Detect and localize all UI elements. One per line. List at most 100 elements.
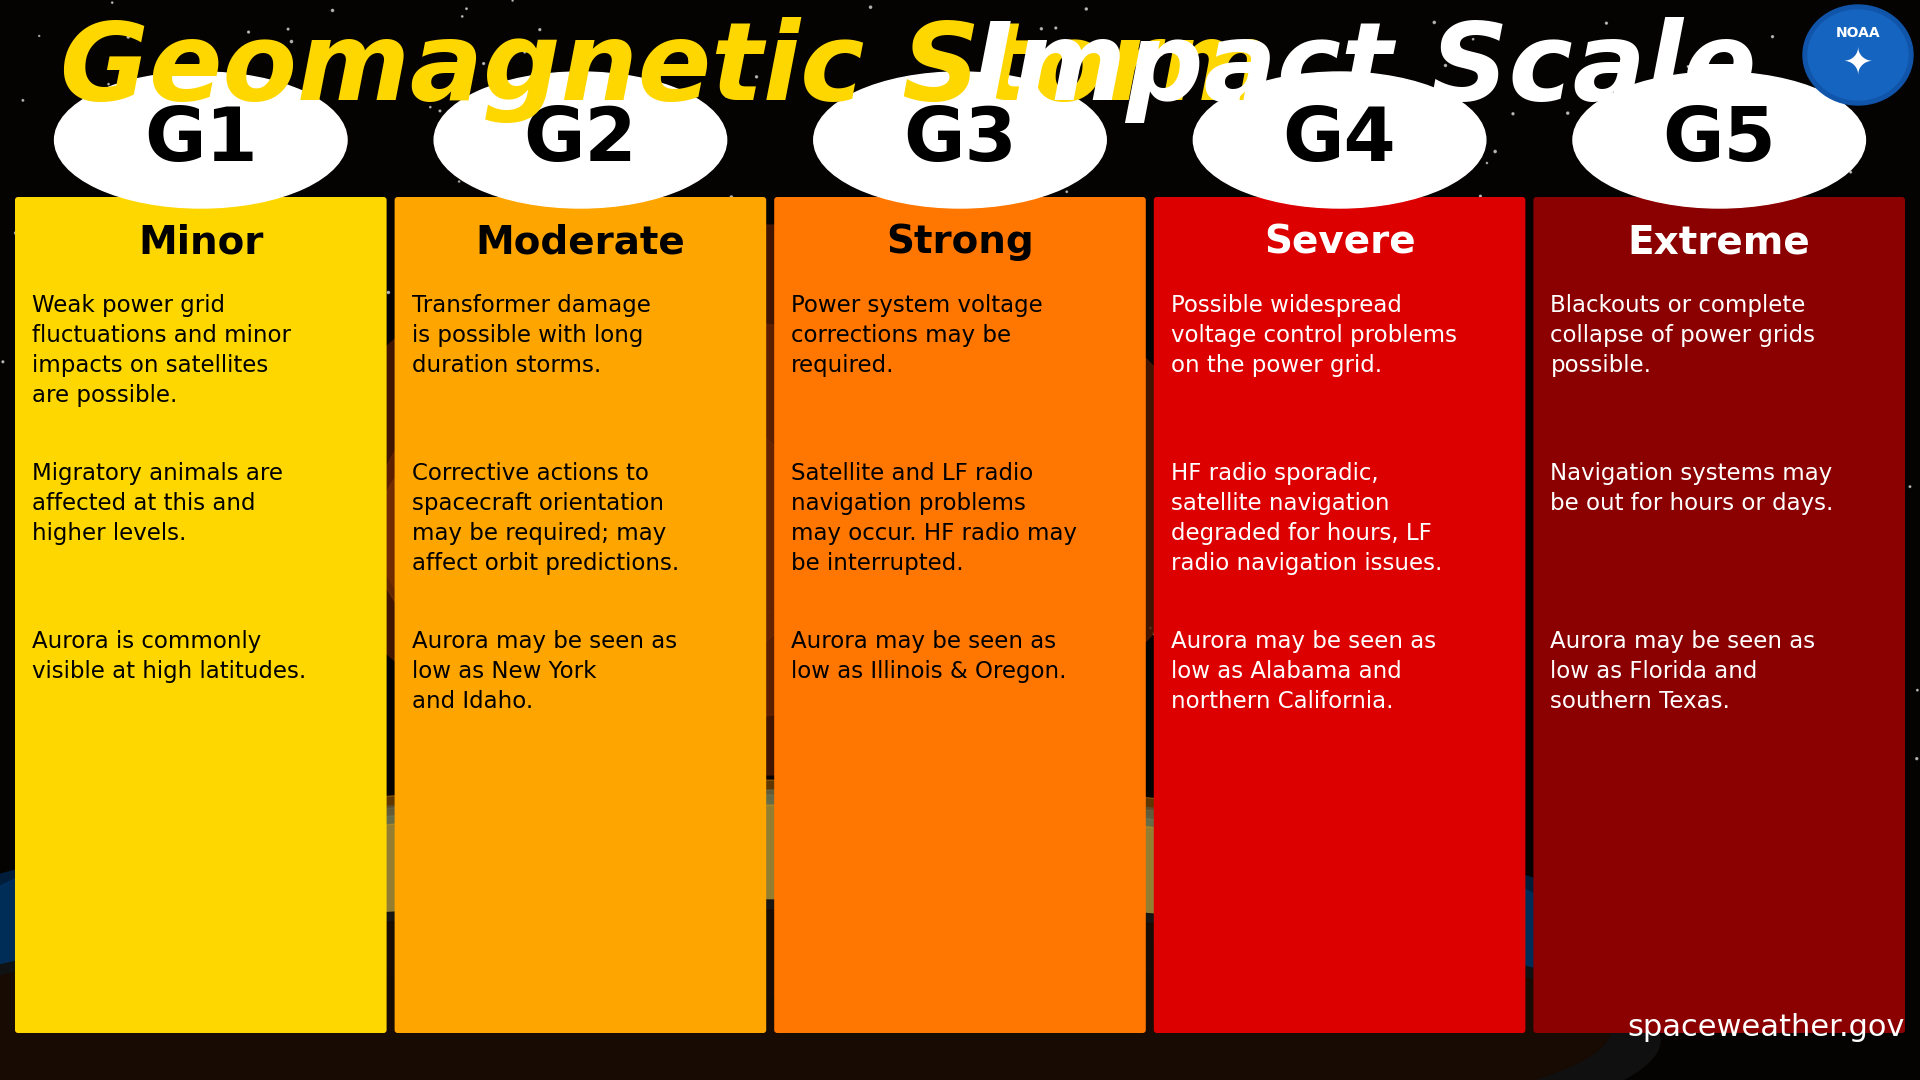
Point xyxy=(876,808,906,825)
Point xyxy=(568,336,599,353)
Point xyxy=(52,337,83,354)
Point xyxy=(822,429,852,446)
Point xyxy=(1901,750,1920,767)
Point xyxy=(182,249,213,267)
Point xyxy=(910,800,941,818)
Point xyxy=(1085,685,1116,702)
Point xyxy=(399,364,430,381)
Point xyxy=(1789,745,1820,762)
Text: Satellite and LF radio
navigation problems
may occur. HF radio may
be interrupte: Satellite and LF radio navigation proble… xyxy=(791,462,1077,575)
Point xyxy=(1457,30,1488,48)
Point xyxy=(1432,430,1463,447)
Point xyxy=(238,261,269,279)
Point xyxy=(509,43,540,60)
Point xyxy=(1384,563,1415,580)
Ellipse shape xyxy=(814,72,1106,208)
Point xyxy=(1617,491,1647,509)
Point xyxy=(428,319,459,336)
Point xyxy=(468,55,499,72)
Point xyxy=(65,140,96,158)
Text: G1: G1 xyxy=(144,104,257,176)
Point xyxy=(662,230,693,247)
Text: Aurora is commonly
visible at high latitudes.: Aurora is commonly visible at high latit… xyxy=(33,630,307,683)
Ellipse shape xyxy=(309,225,1210,775)
Point xyxy=(1137,851,1167,868)
Point xyxy=(1640,485,1670,502)
Point xyxy=(1534,707,1565,725)
Point xyxy=(553,461,584,478)
Point xyxy=(1682,391,1713,408)
Point xyxy=(1839,667,1870,685)
Point xyxy=(188,226,219,243)
Point xyxy=(1365,406,1396,423)
Point xyxy=(459,670,490,687)
Point xyxy=(252,267,282,284)
Point xyxy=(710,366,741,383)
Point xyxy=(259,618,290,635)
Text: G3: G3 xyxy=(902,104,1018,176)
FancyBboxPatch shape xyxy=(15,197,386,1032)
Point xyxy=(916,130,947,147)
Point xyxy=(516,472,547,489)
Point xyxy=(1075,716,1106,733)
Point xyxy=(1271,791,1302,808)
Point xyxy=(1430,57,1461,75)
Point xyxy=(524,21,555,38)
Point xyxy=(286,683,317,700)
Point xyxy=(1365,845,1396,862)
Point xyxy=(1834,396,1864,414)
Ellipse shape xyxy=(374,320,1025,720)
Point xyxy=(1158,638,1188,656)
Point xyxy=(100,268,131,285)
Point xyxy=(1546,448,1576,465)
Point xyxy=(459,700,490,717)
Point xyxy=(804,841,835,859)
Point xyxy=(290,792,321,809)
Ellipse shape xyxy=(209,805,1309,955)
Point xyxy=(597,652,628,670)
Point xyxy=(474,468,505,485)
Point xyxy=(1812,862,1843,879)
Point xyxy=(323,727,353,744)
Point xyxy=(732,345,762,362)
Point xyxy=(814,789,845,807)
Point xyxy=(526,521,557,538)
Point xyxy=(445,825,476,842)
Point xyxy=(12,540,42,557)
Point xyxy=(1822,794,1853,811)
Point xyxy=(1183,669,1213,686)
Point xyxy=(152,360,182,377)
Point xyxy=(1807,260,1837,278)
Point xyxy=(1025,21,1056,38)
Point xyxy=(1828,854,1859,872)
Point xyxy=(839,805,870,822)
Point xyxy=(263,483,294,500)
Point xyxy=(1212,231,1242,248)
Point xyxy=(1064,636,1094,653)
Point xyxy=(810,40,841,57)
Point xyxy=(1100,691,1131,708)
Point xyxy=(1135,620,1165,637)
Point xyxy=(874,420,904,437)
Point xyxy=(1786,144,1816,161)
Point xyxy=(1730,444,1761,461)
Point xyxy=(138,785,169,802)
Point xyxy=(444,613,474,631)
Point xyxy=(601,636,632,653)
Point xyxy=(1298,280,1329,297)
Point xyxy=(330,521,361,538)
Point xyxy=(1221,650,1252,667)
Point xyxy=(276,420,307,437)
Point xyxy=(1415,273,1446,291)
Point xyxy=(1549,419,1580,436)
Point xyxy=(1465,188,1496,205)
Point xyxy=(1361,486,1392,503)
Point xyxy=(1092,571,1123,589)
Point xyxy=(1795,166,1826,184)
Point xyxy=(916,365,947,382)
Point xyxy=(232,24,263,41)
Point xyxy=(463,113,493,131)
Point xyxy=(1884,426,1914,443)
FancyBboxPatch shape xyxy=(1534,197,1905,1032)
Point xyxy=(269,67,300,84)
